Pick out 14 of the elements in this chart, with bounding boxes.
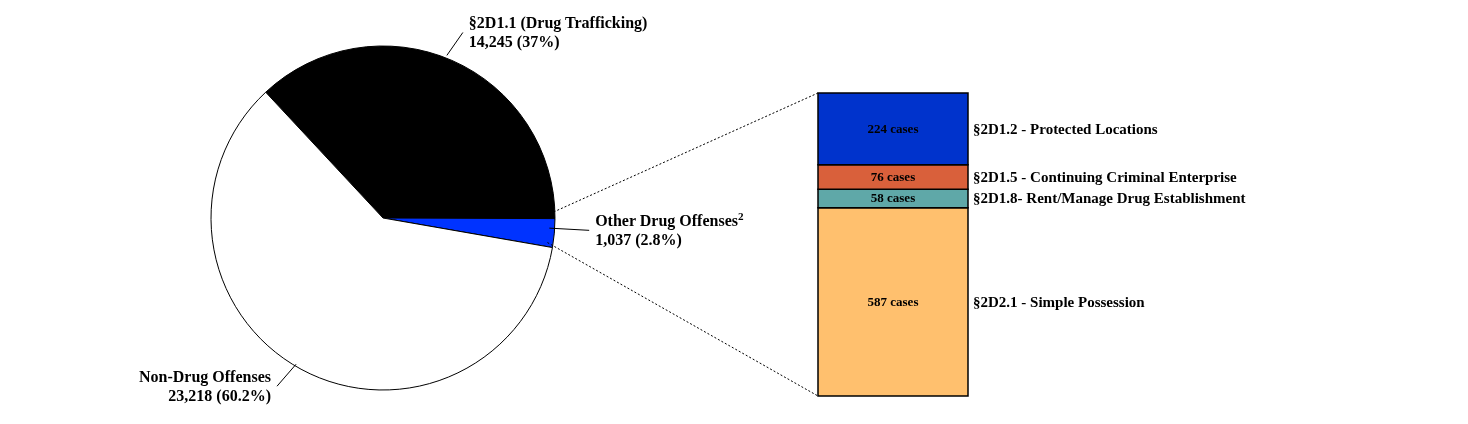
data-label: 14,245 (37%) xyxy=(468,33,560,52)
slice-label: Other Drug Offenses$^{2}$ xyxy=(595,210,744,231)
data-label: 1,037 (2.8%) xyxy=(595,231,682,250)
series-label: §2D1.8- Rent/Manage Drug Establishment xyxy=(973,190,1246,207)
data-label: 23,218 (60.2%) xyxy=(168,387,272,406)
data-label: 58 cases xyxy=(870,190,916,206)
slice-label: Non-Drug Offenses xyxy=(139,368,272,387)
data-label: 587 cases xyxy=(867,293,919,309)
series-label: §2D2.1 - Simple Possession xyxy=(973,293,1146,310)
slice-label: §2D1.1 (Drug Trafficking) xyxy=(468,14,648,33)
data-label: 224 cases xyxy=(867,120,919,136)
data-label: 76 cases xyxy=(870,169,916,185)
series-label: §2D1.2 - Protected Locations xyxy=(973,120,1158,137)
series-label: §2D1.5 - Continuing Criminal Enterprise xyxy=(973,169,1238,186)
